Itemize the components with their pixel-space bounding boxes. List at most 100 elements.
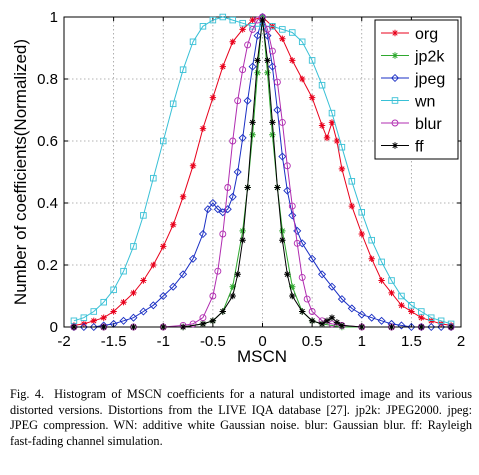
series-line-wn (73, 16, 452, 325)
data-point-blur (283, 162, 291, 170)
legend-label: blur (415, 116, 442, 133)
data-point-wn (189, 38, 197, 46)
data-point-wn (130, 243, 137, 250)
data-point-jpeg (179, 270, 188, 279)
data-point-wn (169, 100, 177, 108)
data-point-wn (328, 109, 336, 117)
data-point-org (308, 94, 316, 101)
data-point-ff (209, 317, 217, 324)
data-point-wn (368, 236, 375, 244)
data-point-org (358, 230, 365, 238)
data-point-ff (418, 323, 425, 331)
data-point-wn (159, 137, 167, 145)
data-point-org (323, 134, 331, 142)
data-point-wn (318, 81, 326, 89)
data-point-wn (90, 308, 98, 315)
data-point-ff (279, 237, 286, 244)
data-point-jpeg (367, 313, 376, 322)
x-tick-label: 1 (358, 333, 366, 350)
data-point-jpeg (213, 205, 222, 214)
legend-label: wn (414, 94, 435, 111)
x-tick-label: 1.5 (401, 333, 422, 350)
data-point-org (169, 221, 177, 228)
data-point-org (179, 193, 187, 200)
data-point-org (110, 308, 117, 315)
data-point-wn (110, 286, 117, 294)
data-point-org (398, 302, 405, 309)
legend-marker (391, 52, 399, 59)
data-point-jp2k (269, 131, 276, 138)
data-point-ff (318, 320, 326, 328)
x-tick-label: -1.5 (101, 333, 127, 350)
data-point-org (289, 57, 296, 64)
data-point-blur (288, 202, 296, 210)
data-point-jpeg (397, 321, 406, 330)
data-point-blur (234, 97, 242, 105)
data-point-org (348, 202, 356, 210)
data-point-jpeg (248, 62, 257, 71)
figure-caption: Fig. 4. Histogram of MSCN coefficients fo… (10, 387, 472, 449)
data-point-blur (209, 292, 217, 300)
data-point-jp2k (289, 283, 296, 290)
data-point-org (130, 289, 137, 297)
data-point-org (333, 137, 341, 145)
data-point-blur (303, 295, 311, 303)
data-point-blur (268, 47, 276, 55)
x-tick-label: -0.5 (200, 333, 226, 350)
data-point-wn (80, 314, 88, 321)
data-point-wn (437, 317, 445, 325)
data-point-jp2k (254, 69, 261, 76)
data-point-ff (388, 323, 395, 331)
data-point-org (209, 94, 217, 101)
data-point-wn (100, 298, 107, 306)
data-point-ff (100, 323, 107, 331)
legend-item-ff: ff (381, 139, 424, 156)
data-point-jpeg (79, 322, 88, 332)
caption-text: Histogram of MSCN coefficients for a nat… (10, 387, 472, 448)
data-point-ff (259, 16, 266, 24)
legend-label: jpeg (414, 71, 445, 88)
data-point-jpeg (139, 307, 148, 316)
data-point-wn (219, 13, 227, 21)
data-point-wn (269, 23, 276, 30)
data-point-jpeg (253, 31, 262, 40)
data-point-wn (120, 267, 127, 275)
data-point-org (299, 75, 306, 83)
data-point-ff (299, 308, 306, 315)
data-point-wn (358, 209, 366, 216)
data-point-org (328, 119, 336, 126)
data-point-blur (249, 25, 257, 33)
data-point-wn (298, 38, 306, 46)
legend-marker (391, 29, 399, 37)
data-point-org (120, 299, 127, 306)
data-point-jpeg (159, 291, 168, 301)
data-point-jpeg (347, 304, 356, 313)
data-point-blur (308, 308, 316, 315)
data-point-blur (298, 273, 306, 281)
x-tick-label: 0.5 (302, 333, 323, 350)
data-point-ff (338, 322, 346, 329)
data-point-jpeg (228, 192, 237, 201)
data-point-ff (244, 184, 251, 191)
data-point-jpeg (188, 254, 198, 263)
legend-label: ff (415, 139, 424, 156)
data-point-org (408, 308, 415, 315)
legend-box (374, 19, 459, 160)
data-point-jpeg (208, 198, 217, 208)
data-point-jpeg (243, 96, 252, 105)
data-point-wn (398, 292, 405, 300)
series-line-jpeg (73, 15, 452, 328)
mscn-histogram-chart: -2 -1.5 -1 -0.5 0 0.5 1 1.5 2 0 0.2 0.4 0.6 0.8 1 org j… (11, 9, 465, 366)
data-point-ff (179, 323, 187, 331)
y-tick-label: 0.2 (37, 257, 58, 274)
y-axis-label: Number of coefficients(Normalized) (11, 39, 30, 305)
data-point-wn (427, 314, 435, 321)
data-point-ff (219, 308, 226, 315)
data-point-jpeg (278, 152, 287, 161)
data-point-jpeg (169, 282, 178, 291)
data-point-ff (264, 57, 271, 64)
data-point-jp2k (264, 69, 271, 76)
series-wn (70, 13, 455, 328)
data-point-jpeg (327, 282, 337, 291)
data-point-jpeg (283, 186, 292, 195)
